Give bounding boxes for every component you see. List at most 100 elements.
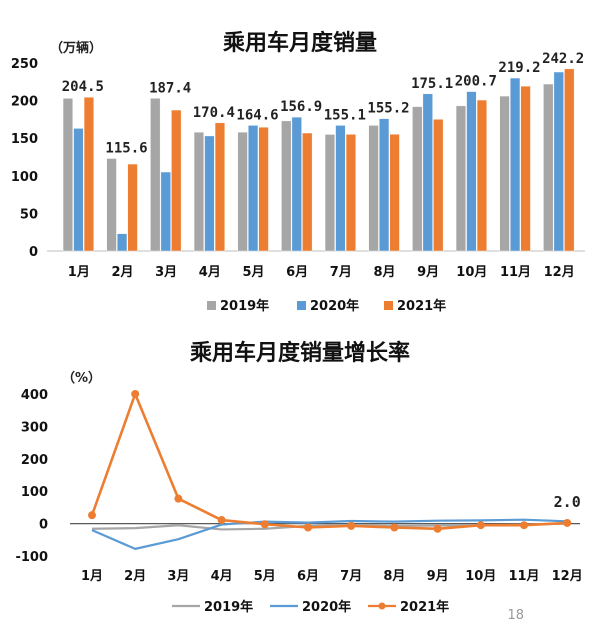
bar-2021年 [171, 109, 182, 252]
bar-2019年 [281, 120, 292, 252]
legend-label: 2021年 [397, 298, 446, 314]
series-line-2020年 [91, 518, 568, 550]
data-label: 219.2 [498, 60, 540, 76]
bar-2021年 [389, 134, 400, 252]
series-line-2021年 [90, 392, 568, 531]
bar-2021年 [83, 97, 94, 252]
data-label: 175.1 [411, 76, 453, 92]
x-tick-label: 9月 [417, 265, 439, 280]
data-point-2021年 [217, 516, 226, 525]
bar-2020年 [553, 71, 564, 252]
data-point-2021年 [563, 518, 572, 527]
bar-2020年 [335, 125, 346, 252]
legend-label: 2019年 [220, 298, 269, 314]
x-tick-label: 3月 [167, 569, 189, 584]
y-tick-label: 0 [39, 518, 48, 533]
x-tick-label: 7月 [330, 265, 352, 280]
bar-2021年 [302, 132, 313, 252]
x-tick-label: 4月 [211, 569, 233, 584]
data-point-2021年 [433, 524, 442, 533]
x-tick-label: 6月 [286, 265, 308, 280]
legend-swatch-2021年 [384, 301, 393, 310]
data-label: 170.4 [193, 105, 235, 121]
x-tick-label: 6月 [297, 569, 319, 584]
data-point-2021年 [476, 521, 485, 530]
bar-2019年 [543, 83, 554, 252]
y-tick-label: 400 [21, 388, 48, 403]
end-data-label: 2.0 [554, 493, 581, 511]
data-label: 242.2 [542, 51, 584, 67]
chart-title: 乘用车月度销量增长率 [189, 340, 410, 366]
data-point-2021年 [260, 520, 269, 529]
data-label: 200.7 [455, 74, 497, 90]
legend-swatch-2020年 [297, 301, 306, 310]
y-axis-unit: （%） [62, 370, 101, 386]
y-tick-label: 200 [11, 95, 38, 110]
data-label: 115.6 [105, 141, 147, 157]
x-tick-label: 11月 [508, 569, 539, 584]
bar-2020年 [73, 128, 84, 252]
bar-2021年 [258, 127, 269, 252]
y-tick-label: 250 [11, 57, 38, 72]
bar-2021年 [476, 99, 487, 252]
bar-2019年 [455, 105, 466, 252]
bar-2020年 [204, 135, 215, 252]
chart-title: 乘用车月度销量 [222, 30, 377, 56]
x-tick-label: 3月 [155, 265, 177, 280]
data-label: 155.1 [324, 107, 366, 123]
y-tick-label: 200 [21, 453, 48, 468]
bar-2019年 [368, 125, 379, 252]
x-tick-label: 8月 [383, 569, 405, 584]
bar-2021年 [520, 85, 531, 252]
bar-2019年 [412, 106, 423, 252]
data-point-2021年 [347, 521, 356, 530]
data-point-2021年 [131, 390, 140, 398]
bar-2020年 [510, 77, 521, 252]
bar-2021年 [564, 68, 575, 252]
bar-2020年 [117, 233, 128, 252]
x-tick-label: 5月 [254, 569, 276, 584]
y-tick-label: 50 [20, 207, 38, 222]
bar-2019年 [237, 131, 248, 252]
data-label: 155.2 [367, 101, 409, 117]
y-tick-label: 100 [11, 170, 38, 185]
x-tick-label: 2月 [111, 265, 133, 280]
x-tick-label: 9月 [427, 569, 449, 584]
data-label: 164.6 [236, 107, 278, 123]
bar-2019年 [106, 158, 117, 252]
bar-2019年 [150, 98, 161, 252]
bar-2019年 [324, 134, 335, 252]
bar-2021年 [214, 122, 225, 252]
y-tick-label: 300 [21, 420, 48, 435]
legend-label: 2020年 [310, 298, 359, 314]
x-tick-label: 10月 [456, 265, 487, 280]
data-point-2021年 [304, 523, 312, 532]
legend-swatch-2019年 [207, 301, 216, 310]
legend-label: 2019年 [204, 599, 253, 615]
line-chart-growth-rate: 乘用车月度销量增长率 （%） -100 0 100 200 300 400 1月 2月 3月 4月 5月… [15, 340, 582, 615]
bar-2020年 [379, 118, 390, 252]
data-point-2021年 [174, 494, 183, 503]
data-label: 204.5 [62, 79, 104, 95]
x-tick-label: 1月 [81, 569, 103, 584]
bar-2020年 [248, 125, 259, 252]
legend-marker-2021年 [378, 602, 386, 610]
data-point-2021年 [520, 521, 528, 530]
bar-2021年 [433, 119, 444, 252]
bar-2020年 [160, 171, 171, 252]
x-tick-label: 4月 [199, 265, 221, 280]
y-tick-label: 0 [29, 245, 38, 260]
bar-2020年 [291, 116, 302, 252]
x-tick-label: 11月 [500, 265, 531, 280]
y-tick-label: 150 [11, 132, 38, 147]
bar-2020年 [422, 93, 433, 252]
data-label: 156.9 [280, 99, 322, 115]
bar-2021年 [127, 163, 138, 252]
bar-2021年 [345, 134, 356, 252]
x-tick-label: 10月 [465, 569, 496, 584]
x-tick-label: 7月 [340, 569, 362, 584]
x-tick-label: 8月 [373, 265, 395, 280]
y-axis-unit: （万辆） [50, 40, 102, 56]
bar-2019年 [62, 98, 73, 252]
data-label: 187.4 [149, 80, 191, 96]
